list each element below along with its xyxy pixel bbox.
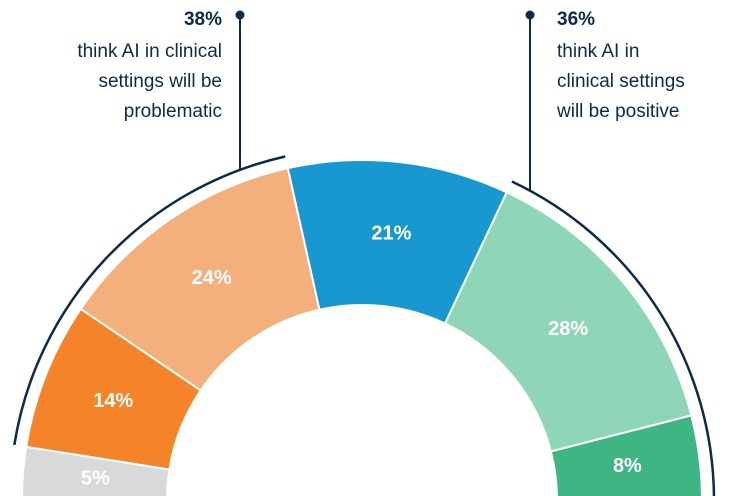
annotation-value: 38% xyxy=(184,9,222,30)
leader-dot xyxy=(235,10,245,20)
segment-label: 21% xyxy=(371,222,411,244)
segment-label: 28% xyxy=(548,318,588,340)
annotation-text: will be positive xyxy=(556,101,680,122)
annotation-text: settings will be xyxy=(98,71,222,92)
bracket-arc xyxy=(13,155,286,446)
annotation-text: think AI in clinical xyxy=(77,41,222,62)
donut-segment xyxy=(443,191,693,453)
annotation-value: 36% xyxy=(557,9,595,30)
annotation-text: problematic xyxy=(124,101,222,122)
annotation-text: think AI in xyxy=(557,41,639,62)
donut-segment xyxy=(549,414,703,496)
annotation-text: clinical settings xyxy=(557,71,685,92)
leader-dot xyxy=(525,10,535,20)
segment-label: 5% xyxy=(81,467,110,489)
segment-label: 14% xyxy=(93,390,133,412)
segment-label: 24% xyxy=(192,267,232,289)
bracket-arc xyxy=(511,180,716,496)
segment-label: 8% xyxy=(613,455,642,477)
